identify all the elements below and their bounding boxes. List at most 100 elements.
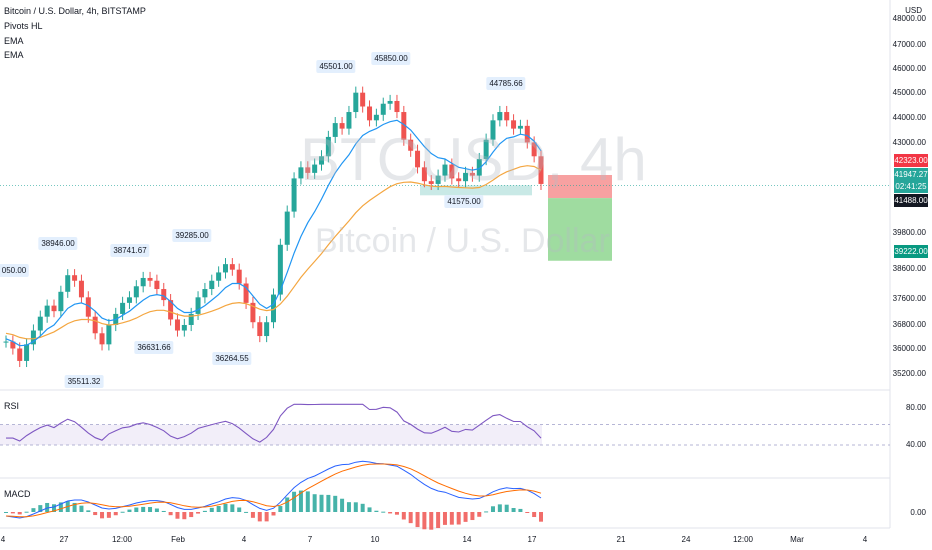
- macd-histogram-bar: [120, 511, 125, 513]
- macd-histogram-bar: [237, 507, 242, 512]
- macd-histogram-bar: [456, 512, 461, 525]
- countdown-tag: 02:41:25: [894, 180, 928, 193]
- candle-body: [497, 112, 503, 121]
- macd-histogram-bar: [17, 512, 22, 515]
- candle-body: [236, 269, 242, 284]
- pivot-label: 050.00: [0, 264, 30, 277]
- macd-signal-line: [5, 463, 542, 518]
- macd-histogram-bar: [141, 506, 146, 512]
- macd-histogram-bar: [58, 502, 63, 512]
- price-tick: 45000.00: [892, 88, 926, 97]
- candle-body: [106, 324, 112, 345]
- macd-label[interactable]: MACD: [4, 489, 31, 499]
- macd-histogram-bar: [422, 512, 427, 530]
- candle-body: [154, 280, 160, 290]
- candle-body: [78, 280, 84, 298]
- candle-body: [476, 159, 482, 176]
- target-price-tag: 39222.00: [894, 245, 928, 258]
- candle-body: [421, 167, 427, 182]
- macd-histogram-bar: [298, 490, 303, 512]
- candle-body: [222, 264, 228, 273]
- indicator-pivots-hl[interactable]: Pivots HL: [4, 21, 43, 31]
- stop-price-tag: 42323.00: [894, 154, 928, 167]
- price-tick: 48000.00: [892, 14, 926, 23]
- candle-body: [30, 330, 36, 345]
- macd-histogram-bar: [436, 512, 441, 529]
- macd-histogram-bar: [216, 506, 221, 512]
- rsi-tick: 80.00: [905, 403, 926, 412]
- macd-histogram-bar: [271, 512, 276, 516]
- macd-histogram-bar: [470, 512, 475, 521]
- indicator-ema-1[interactable]: EMA: [4, 36, 24, 46]
- time-tick: 24: [681, 535, 691, 544]
- macd-histogram-bar: [374, 510, 379, 512]
- macd-histogram-bar: [134, 507, 139, 512]
- macd-histogram-bar: [100, 512, 105, 519]
- indicator-ema-2[interactable]: EMA: [4, 50, 24, 60]
- candle-body: [51, 305, 57, 312]
- rsi-label[interactable]: RSI: [4, 401, 20, 411]
- candle-body: [243, 283, 249, 303]
- macd-histogram-bar: [93, 512, 98, 516]
- macd-histogram-bar: [340, 498, 345, 512]
- macd-histogram-bar: [333, 495, 338, 512]
- candle-body: [463, 172, 469, 182]
- time-tick: 14: [462, 535, 472, 544]
- candle-body: [168, 300, 174, 320]
- candle-body: [538, 156, 544, 184]
- candle-body: [373, 114, 379, 121]
- macd-histogram-bar: [244, 511, 249, 513]
- candle-body: [202, 289, 208, 298]
- candle-body: [353, 92, 359, 113]
- macd-histogram-bar: [148, 507, 153, 512]
- price-tick: 35200.00: [892, 369, 926, 378]
- candle-body: [216, 272, 222, 281]
- candle-body: [174, 319, 180, 331]
- macd-histogram-bar: [202, 510, 207, 512]
- time-tick: 4: [241, 535, 247, 544]
- candle-body: [298, 167, 304, 179]
- macd-histogram-bar: [4, 512, 8, 513]
- macd-histogram-bar: [326, 494, 331, 512]
- candle-body: [339, 123, 345, 129]
- candle-body: [346, 112, 352, 129]
- currency-label: USD: [905, 6, 922, 15]
- time-tick: 21: [616, 535, 626, 544]
- macd-histogram-bar: [346, 502, 351, 512]
- macd-histogram-bar: [278, 506, 283, 512]
- macd-histogram-bar: [312, 494, 317, 512]
- pivot-label: 45501.00: [316, 60, 356, 73]
- macd-histogram-bar: [161, 510, 166, 512]
- take-profit-zone: [548, 198, 612, 261]
- candle-body: [140, 277, 146, 287]
- macd-histogram-bar: [223, 503, 228, 512]
- price-tick: 37600.00: [892, 294, 926, 303]
- candle-body: [449, 164, 455, 179]
- candle-body: [10, 341, 16, 349]
- candle-body: [312, 164, 318, 173]
- candle-body: [524, 125, 530, 143]
- candle-body: [284, 211, 290, 245]
- macd-histogram-bar: [38, 505, 43, 512]
- candle-body: [291, 178, 297, 212]
- pivot-label: 39285.00: [172, 229, 212, 242]
- last-price-tag: 41947.27: [894, 168, 928, 181]
- candle-body: [24, 344, 30, 361]
- candle-body: [360, 92, 366, 107]
- candle-body: [325, 136, 331, 157]
- macd-histogram-bar: [72, 502, 77, 512]
- macd-histogram-bar: [52, 504, 57, 512]
- macd-histogram-bar: [490, 506, 495, 512]
- chart-title[interactable]: Bitcoin / U.S. Dollar, 4h, BITSTAMP: [4, 6, 146, 16]
- macd-histogram-bar: [168, 512, 173, 516]
- candle-body: [195, 297, 201, 314]
- candle-body: [435, 175, 441, 184]
- macd-histogram-bar: [463, 512, 468, 522]
- macd-histogram-bar: [367, 507, 372, 512]
- macd-histogram-bar: [388, 512, 393, 514]
- macd-histogram-bar: [31, 508, 36, 512]
- support-zone: [420, 185, 532, 196]
- macd-histogram-bar: [525, 512, 530, 513]
